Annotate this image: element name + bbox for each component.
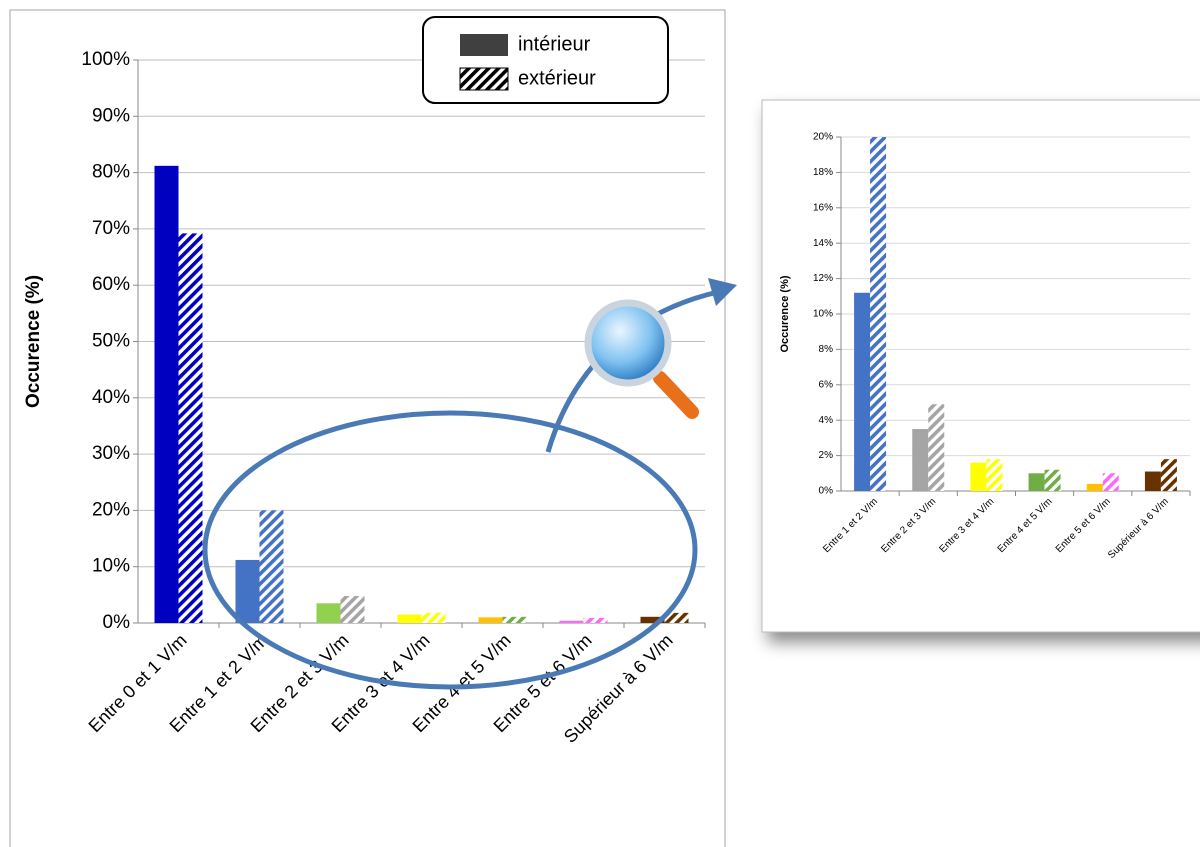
legend-label: extérieur <box>518 67 596 89</box>
y-tick-label: 18% <box>813 167 833 178</box>
bar <box>1086 483 1103 491</box>
bar <box>970 462 987 491</box>
y-tick-label: 60% <box>92 274 130 295</box>
bar <box>397 614 422 623</box>
bar <box>559 620 584 623</box>
y-tick-label: 12% <box>813 273 833 284</box>
y-tick-label: 40% <box>92 387 130 408</box>
bar <box>664 612 689 623</box>
y-tick-label: 50% <box>92 331 130 352</box>
y-tick-label: 0% <box>103 612 131 633</box>
y-tick-label: 70% <box>92 218 130 239</box>
bar <box>316 603 341 623</box>
y-tick-label: 0% <box>819 486 834 497</box>
bar <box>1144 471 1161 491</box>
bar <box>235 559 260 623</box>
bar <box>986 459 1003 491</box>
y-axis-label: Occurence (%) <box>779 275 791 352</box>
bar <box>928 404 945 491</box>
bar <box>870 137 887 491</box>
zoom-arrowhead <box>708 278 737 306</box>
bar <box>178 233 203 624</box>
y-tick-label: 6% <box>819 379 834 390</box>
highlight-ellipse <box>202 410 698 690</box>
bar <box>640 616 665 623</box>
y-tick-label: 10% <box>813 309 833 320</box>
legend-swatch <box>460 34 508 56</box>
y-tick-label: 80% <box>92 162 130 183</box>
inset-frame <box>761 99 1200 633</box>
bar <box>340 595 365 623</box>
y-tick-label: 90% <box>92 105 130 126</box>
bar <box>1102 473 1119 491</box>
bar <box>1028 473 1045 491</box>
bar <box>421 612 446 623</box>
y-tick-label: 20% <box>92 499 130 520</box>
main-frame <box>9 9 726 847</box>
bar <box>1160 459 1177 491</box>
legend-label: intérieur <box>518 33 591 55</box>
y-tick-label: 14% <box>813 238 833 249</box>
y-tick-label: 16% <box>813 202 833 213</box>
y-tick-label: 20% <box>813 132 833 143</box>
bar <box>1044 469 1061 491</box>
bar <box>502 616 527 623</box>
magnifier-icon <box>584 299 699 419</box>
bar <box>583 617 608 623</box>
bar <box>854 292 871 491</box>
y-tick-label: 100% <box>81 49 130 70</box>
y-tick-label: 30% <box>92 443 130 464</box>
legend-swatch <box>459 67 509 91</box>
bar <box>154 165 179 623</box>
bar <box>259 510 284 623</box>
bar <box>912 429 929 491</box>
y-tick-label: 4% <box>819 415 834 426</box>
y-tick-label: 2% <box>819 450 834 461</box>
y-axis-label: Occurence (%) <box>23 275 44 408</box>
y-tick-label: 10% <box>92 556 130 577</box>
y-tick-label: 8% <box>819 344 834 355</box>
bar <box>478 617 503 623</box>
